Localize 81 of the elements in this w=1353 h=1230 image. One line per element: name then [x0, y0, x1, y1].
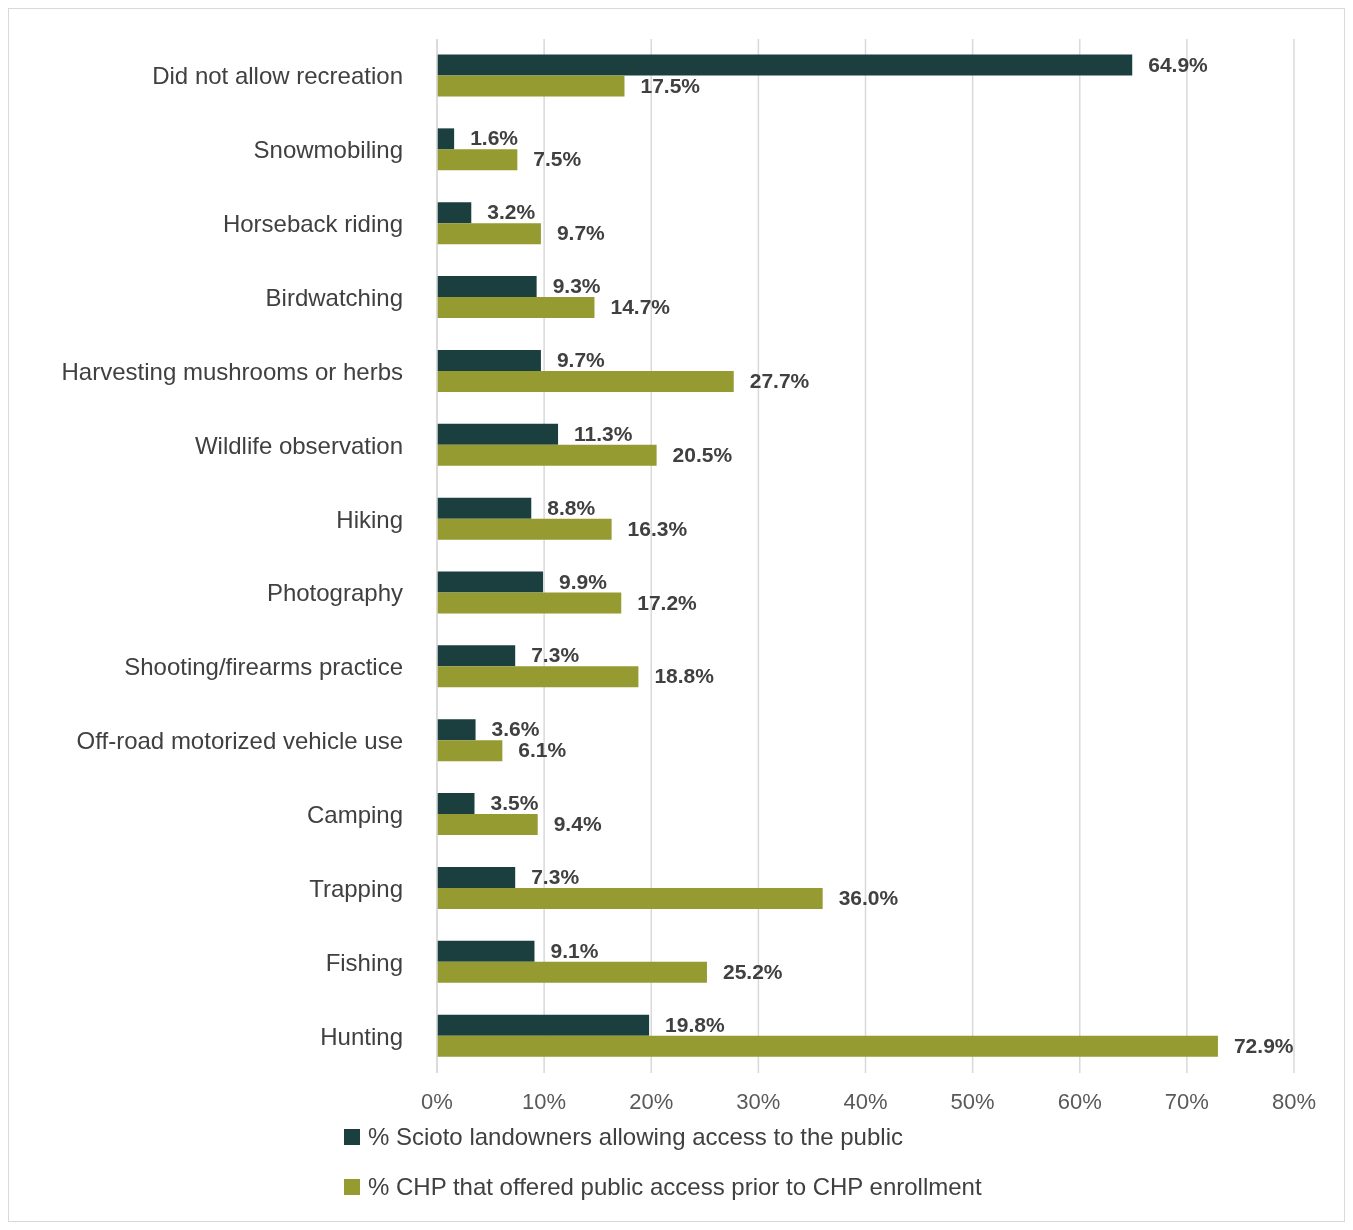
bar — [437, 276, 537, 298]
y-tick-label: Wildlife observation — [194, 431, 403, 459]
data-label: 3.5% — [490, 791, 539, 815]
x-tick-label: 10% — [522, 1088, 567, 1114]
data-label: 16.3% — [627, 516, 688, 540]
bar — [437, 793, 475, 815]
x-tick-label: 70% — [1164, 1088, 1209, 1114]
bar — [437, 645, 516, 667]
data-label: 9.4% — [553, 812, 602, 836]
data-label: 11.3% — [574, 421, 633, 445]
y-tick-label: Shooting/firearms practice — [124, 653, 403, 681]
data-label: 27.7% — [749, 368, 810, 392]
x-tick-label: 20% — [629, 1088, 674, 1114]
data-label: 9.7% — [556, 221, 606, 245]
data-label: 14.7% — [610, 295, 671, 319]
bar — [437, 740, 503, 762]
y-tick-label: Birdwatching — [265, 284, 403, 312]
data-label: 36.0% — [838, 885, 899, 909]
bar — [437, 202, 472, 224]
y-tick-label: Did not allow recreation — [152, 62, 403, 90]
data-label: 9.1% — [550, 938, 599, 962]
bar — [437, 297, 595, 319]
y-tick-label: Photography — [266, 579, 403, 607]
data-label: 9.9% — [559, 569, 608, 593]
y-tick-label: Fishing — [325, 948, 403, 976]
y-tick-label: Hiking — [336, 505, 403, 533]
data-label: 18.8% — [654, 664, 715, 688]
bar — [437, 940, 535, 962]
data-label: 7.3% — [531, 864, 580, 888]
bar — [437, 866, 516, 888]
x-tick-label: 40% — [843, 1088, 888, 1114]
bar — [437, 497, 532, 519]
bar — [437, 128, 455, 150]
y-tick-label: Off-road motorized vehicle use — [76, 727, 403, 755]
y-tick-label: Trapping — [309, 874, 403, 902]
bar — [437, 54, 1133, 76]
bar — [437, 814, 538, 836]
x-tick-label: 50% — [950, 1088, 995, 1114]
data-label: 1.6% — [470, 126, 519, 150]
bar — [437, 1035, 1218, 1057]
bar — [437, 887, 823, 909]
bar — [437, 75, 625, 97]
data-label: 7.5% — [533, 147, 582, 171]
data-label: 7.3% — [531, 643, 580, 667]
data-label: 9.3% — [552, 274, 601, 298]
y-tick-label: Camping — [306, 801, 403, 829]
bar — [437, 444, 657, 466]
bar — [437, 518, 612, 540]
data-label: 25.2% — [722, 959, 783, 983]
bar — [437, 223, 541, 245]
data-label: 3.2% — [487, 200, 536, 224]
data-label: 3.6% — [491, 717, 540, 741]
y-tick-label: Horseback riding — [222, 210, 403, 238]
bar — [437, 719, 476, 741]
legend-label: % CHP that offered public access prior to CHP enrollment — [368, 1173, 982, 1201]
y-tick-label: Harvesting mushrooms or herbs — [61, 357, 403, 385]
legend-label: % Scioto landowners allowing access to the public — [368, 1123, 903, 1151]
bar — [437, 423, 559, 445]
bar — [437, 666, 639, 688]
data-label: 9.7% — [556, 347, 606, 371]
x-tick-label: 80% — [1271, 1088, 1317, 1114]
data-label: 72.9% — [1233, 1033, 1294, 1057]
data-label: 20.5% — [672, 442, 733, 466]
bar — [437, 370, 734, 392]
data-label: 8.8% — [547, 495, 596, 519]
data-label: 17.2% — [637, 590, 698, 614]
bar — [437, 592, 622, 614]
bar — [437, 961, 707, 983]
data-label: 6.1% — [518, 738, 567, 762]
x-tick-label: 60% — [1057, 1088, 1102, 1114]
data-label: 19.8% — [665, 1012, 725, 1036]
y-tick-label: Hunting — [320, 1022, 403, 1050]
x-tick-label: 30% — [736, 1088, 781, 1114]
y-tick-label: Snowmobiling — [253, 136, 403, 164]
bar — [437, 1014, 650, 1036]
bar — [437, 149, 518, 171]
x-tick-label: 0% — [421, 1088, 453, 1114]
bar — [437, 349, 541, 371]
data-label: 17.5% — [640, 73, 701, 97]
data-label: 64.9% — [1148, 52, 1209, 76]
bar — [437, 571, 544, 593]
